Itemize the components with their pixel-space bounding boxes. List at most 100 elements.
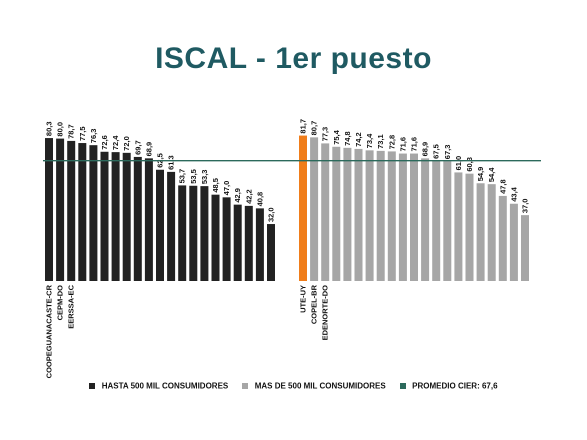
category-label-s1-1: COPEL-BR (310, 284, 319, 324)
legend-swatch-green (399, 383, 406, 390)
category-label-s1-0: UTE-UY (299, 285, 308, 313)
value-label-s1-0: 81,7 (299, 119, 308, 134)
bar-s1-14 (454, 172, 463, 281)
bar-s1-16 (476, 183, 485, 281)
legend-label-mas: MAS DE 500 MIL CONSUMIDORES (254, 381, 386, 391)
legend-swatch-gray (242, 383, 249, 390)
bar-s1-19 (509, 203, 518, 281)
category-label-s1-2: EDENORTE-DO (321, 285, 330, 341)
bar-s0-5 (100, 151, 109, 281)
value-label-s1-13: 67,3 (443, 145, 452, 160)
value-label-s1-18: 47,8 (498, 179, 507, 194)
bar-s0-7 (122, 152, 131, 281)
bar-s1-1 (310, 137, 319, 281)
bar-s1-10 (410, 153, 418, 281)
value-label-s0-6: 72,4 (111, 135, 120, 150)
category-label-s0-2: EERSSA-EC (67, 284, 76, 328)
value-label-s1-14: 61,0 (454, 156, 463, 171)
legend-item-hasta: HASTA 500 MIL CONSUMIDORES (89, 381, 229, 391)
bar-s1-0 (299, 135, 307, 281)
chart-title: ISCAL - 1er puesto (155, 42, 432, 75)
bar-s0-12 (178, 185, 187, 281)
value-label-s1-1: 80,7 (310, 121, 319, 136)
legend-label-promedio: PROMEDIO CIER: 67,6 (412, 381, 498, 391)
value-label-s1-9: 71,6 (398, 137, 407, 152)
bar-s0-6 (111, 152, 120, 281)
value-label-s1-19: 43,4 (509, 186, 518, 201)
bar-s1-9 (398, 153, 407, 281)
value-label-s0-3: 77,5 (78, 126, 87, 141)
bar-s1-4 (343, 147, 352, 281)
value-label-s1-4: 74,8 (343, 131, 352, 146)
value-label-s0-0: 80,3 (45, 121, 54, 136)
value-label-s1-6: 73,4 (365, 133, 374, 148)
value-label-s1-7: 73,1 (376, 134, 385, 149)
value-label-s0-13: 53,5 (189, 169, 198, 184)
value-label-s0-19: 40,8 (255, 192, 264, 207)
value-label-s1-15: 60,3 (465, 157, 474, 172)
value-label-s1-8: 72,8 (387, 135, 396, 150)
value-label-s0-12: 53,7 (178, 169, 187, 184)
value-label-s0-14: 53,3 (200, 170, 209, 185)
value-label-s1-3: 75,4 (332, 129, 341, 144)
bar-s1-6 (365, 150, 374, 281)
value-label-s1-16: 54,9 (476, 167, 485, 182)
value-label-s0-18: 42,2 (244, 189, 253, 204)
bar-s0-3 (78, 143, 87, 281)
value-label-s0-5: 72,6 (100, 135, 109, 150)
value-label-s1-20: 37,0 (521, 199, 530, 214)
bar-s1-13 (443, 161, 452, 281)
legend-item-promedio: PROMEDIO CIER: 67,6 (399, 381, 498, 391)
bar-s0-13 (189, 185, 198, 281)
value-label-s1-17: 54,4 (487, 167, 496, 182)
legend-swatch-dark (89, 383, 96, 390)
category-label-s0-0: COOPEGUANACASTE-CR (45, 284, 54, 378)
bar-s1-3 (332, 146, 341, 281)
value-label-s0-2: 78,7 (67, 124, 76, 139)
bar-s0-19 (255, 208, 264, 281)
value-label-s0-15: 48,5 (211, 178, 220, 193)
value-label-s0-9: 68,9 (144, 142, 153, 157)
bar-s0-18 (244, 205, 253, 281)
bar-s1-17 (487, 184, 496, 281)
bar-s1-15 (465, 173, 474, 281)
bar-s1-7 (376, 150, 385, 281)
value-label-s0-4: 76,3 (89, 129, 98, 144)
value-label-s1-10: 71,6 (410, 137, 419, 152)
chart-legend: HASTA 500 MIL CONSUMIDORES MAS DE 500 MI… (0, 381, 587, 391)
legend-item-mas: MAS DE 500 MIL CONSUMIDORES (242, 381, 386, 391)
bar-s0-10 (156, 169, 164, 281)
bar-s0-15 (211, 194, 220, 281)
bar-s1-20 (521, 215, 529, 281)
bar-s0-8 (133, 156, 142, 281)
bar-s0-1 (56, 138, 65, 281)
bar-s0-16 (222, 197, 231, 281)
bar-s1-18 (498, 195, 507, 281)
value-label-s0-8: 69,7 (133, 140, 142, 155)
bar-s1-12 (432, 160, 441, 281)
bar-s0-9 (144, 158, 153, 281)
value-label-s0-7: 72,0 (122, 136, 131, 151)
value-label-s0-20: 32,0 (267, 207, 276, 222)
category-label-s0-1: CEPM-DO (56, 285, 65, 321)
bar-s1-8 (387, 151, 396, 281)
value-label-s0-16: 47,0 (222, 181, 231, 196)
value-label-s0-1: 80,0 (56, 122, 65, 137)
value-label-s1-11: 68,9 (421, 142, 430, 157)
bar-s1-2 (321, 143, 330, 281)
bar-s0-11 (167, 171, 176, 281)
bar-s0-2 (67, 140, 76, 281)
bar-s1-11 (421, 158, 430, 281)
value-label-s1-2: 77,3 (321, 127, 330, 142)
legend-label-hasta: HASTA 500 MIL CONSUMIDORES (101, 381, 229, 391)
bar-s0-17 (233, 204, 242, 281)
bar-s0-20 (267, 224, 275, 281)
value-label-s0-17: 42,9 (233, 188, 242, 203)
bar-s0-0 (45, 138, 53, 281)
value-label-s1-12: 67,5 (432, 144, 441, 159)
bar-s1-5 (354, 148, 363, 281)
value-label-s0-11: 61,3 (167, 155, 176, 170)
bar-s0-4 (89, 145, 98, 281)
